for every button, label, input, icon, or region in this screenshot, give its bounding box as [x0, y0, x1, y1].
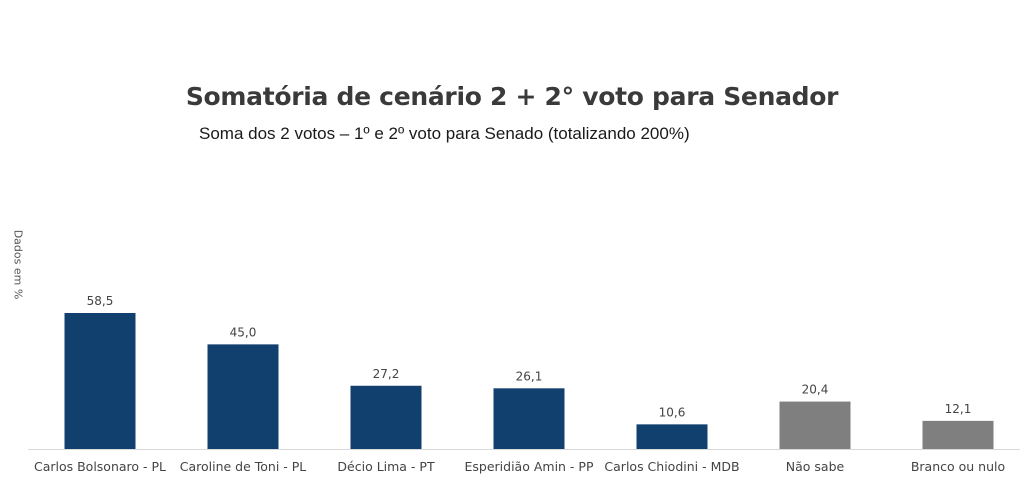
- data-label: 58,5: [87, 294, 114, 308]
- category-label: Esperidião Amin - PP: [465, 459, 594, 474]
- bar: [493, 388, 565, 449]
- category-label: Branco ou nulo: [911, 459, 1005, 474]
- bar: [350, 385, 422, 449]
- data-label: 20,4: [802, 383, 829, 397]
- chart-title: Somatória de cenário 2 + 2° voto para Se…: [185, 82, 839, 111]
- data-label: 12,1: [945, 402, 972, 416]
- data-label: 45,0: [230, 325, 257, 339]
- chart-subtitle: Soma dos 2 votos – 1º e 2º voto para Sen…: [199, 124, 690, 143]
- category-label: Carlos Chiodini - MDB: [604, 459, 739, 474]
- category-label: Caroline de Toni - PL: [180, 459, 307, 474]
- bar: [922, 420, 994, 449]
- data-label: 10,6: [659, 405, 686, 419]
- bar: [207, 344, 279, 449]
- data-label: 26,1: [516, 369, 543, 383]
- bar: [64, 312, 136, 449]
- category-label: Carlos Bolsonaro - PL: [34, 459, 166, 474]
- bar: [779, 401, 851, 449]
- data-label: 27,2: [373, 367, 400, 381]
- category-label: Décio Lima - PT: [337, 459, 435, 474]
- bar: [636, 424, 708, 449]
- category-label: Não sabe: [786, 459, 845, 474]
